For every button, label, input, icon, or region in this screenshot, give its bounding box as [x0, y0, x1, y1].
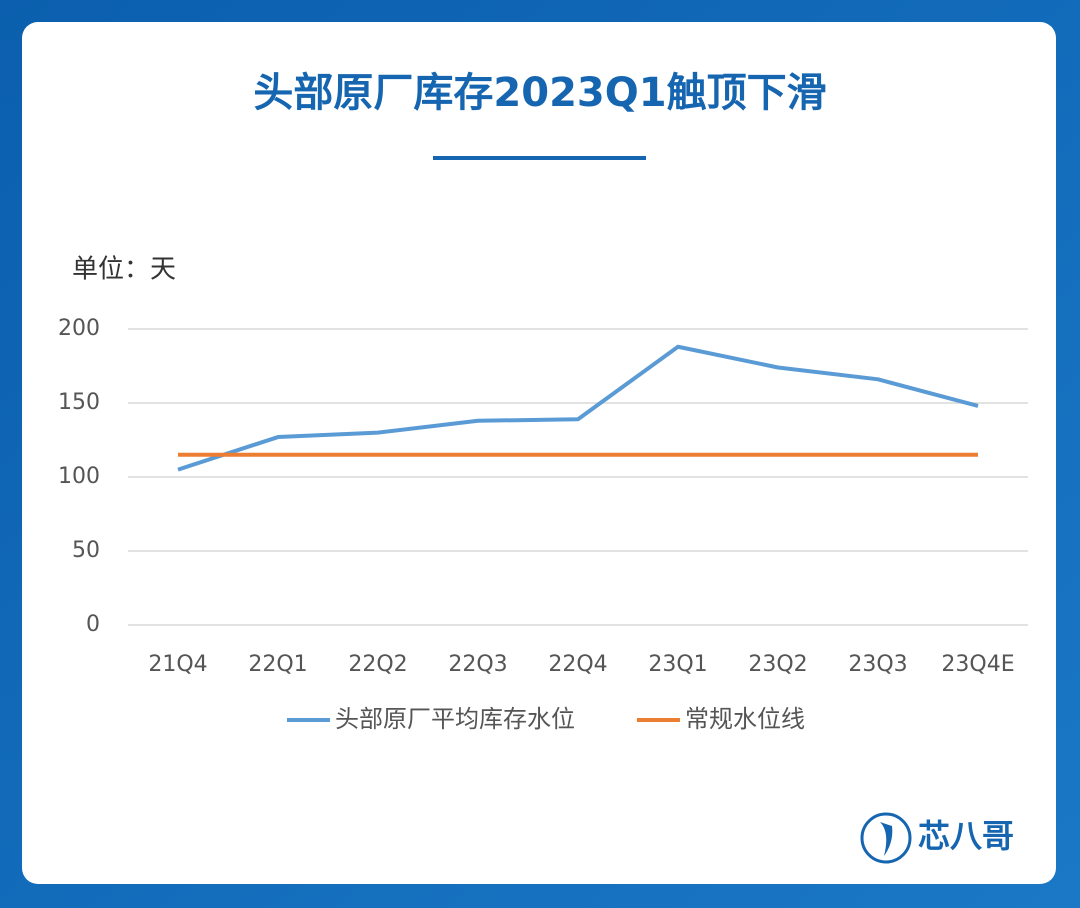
x-tick-label: 21Q4	[148, 652, 207, 677]
chart-title: 头部原厂库存2023Q1触顶下滑	[253, 70, 826, 116]
logo-icon	[860, 812, 912, 864]
title-underline	[433, 156, 646, 160]
y-tick-label: 100	[58, 464, 100, 489]
y-axis-label: 单位：天	[72, 255, 176, 285]
x-tick-label: 22Q3	[448, 652, 507, 677]
legend-label: 常规水位线	[685, 705, 805, 733]
logo: 芯八哥	[860, 812, 1014, 864]
series-line	[177, 344, 979, 472]
x-tick-label: 22Q4	[548, 652, 607, 677]
x-tick-label: 22Q2	[348, 652, 407, 677]
y-tick-label: 200	[58, 316, 100, 341]
y-tick-label: 50	[72, 538, 100, 563]
x-tick-label: 23Q1	[648, 652, 707, 677]
brand: 芯八哥	[918, 817, 1014, 855]
x-tick-label: 23Q4E	[941, 652, 1014, 677]
y-tick-label: 150	[58, 390, 100, 415]
x-tick-label: 23Q3	[848, 652, 907, 677]
logo-bird	[880, 822, 893, 856]
y-tick-label: 0	[86, 612, 100, 637]
legend-label: 头部原厂平均库存水位	[335, 705, 575, 733]
x-tick-label: 22Q1	[248, 652, 307, 677]
x-tick-label: 23Q2	[748, 652, 807, 677]
